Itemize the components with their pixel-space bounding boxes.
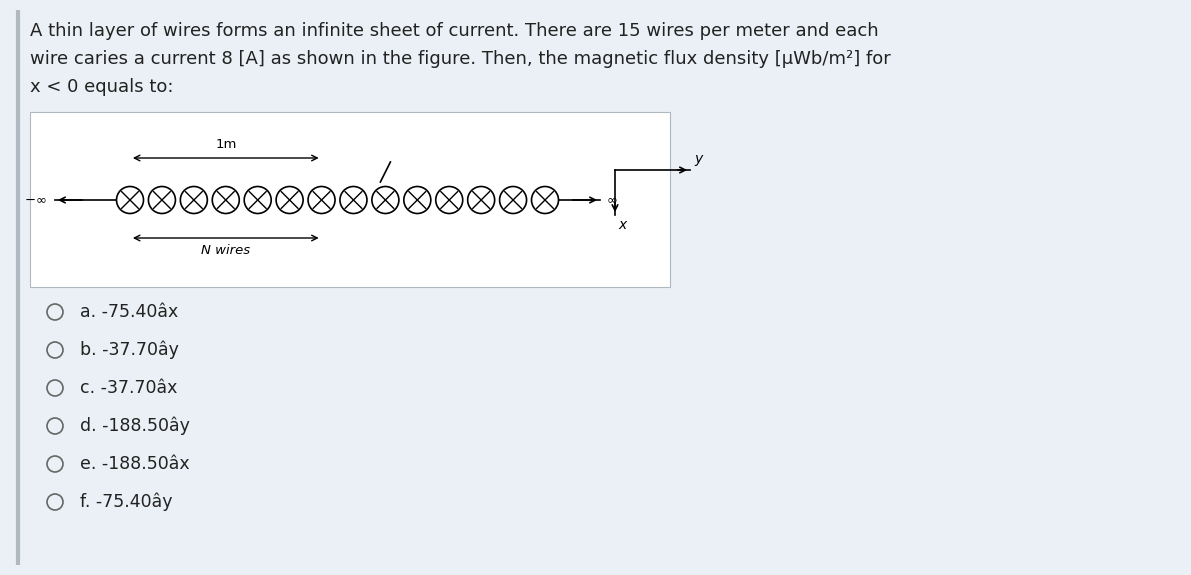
Text: 1m: 1m [216, 138, 237, 151]
Circle shape [46, 456, 63, 472]
Text: y: y [694, 152, 703, 166]
Circle shape [436, 186, 463, 213]
Circle shape [404, 186, 431, 213]
Circle shape [499, 186, 526, 213]
Circle shape [46, 494, 63, 510]
Text: x < 0 equals to:: x < 0 equals to: [30, 78, 174, 96]
Circle shape [339, 186, 367, 213]
Text: f. -75.40ây: f. -75.40ây [80, 493, 173, 511]
Circle shape [531, 186, 559, 213]
Text: wire caries a current 8 [A] as shown in the figure. Then, the magnetic flux dens: wire caries a current 8 [A] as shown in … [30, 50, 891, 68]
Text: d. -188.50ây: d. -188.50ây [80, 417, 189, 435]
Text: x: x [618, 218, 626, 232]
Circle shape [468, 186, 494, 213]
Circle shape [180, 186, 207, 213]
Circle shape [308, 186, 335, 213]
Circle shape [149, 186, 175, 213]
Text: A thin layer of wires forms an infinite sheet of current. There are 15 wires per: A thin layer of wires forms an infinite … [30, 22, 879, 40]
Circle shape [276, 186, 304, 213]
Text: N wires: N wires [201, 244, 250, 257]
Text: e. -188.50âx: e. -188.50âx [80, 455, 189, 473]
Text: c. -37.70âx: c. -37.70âx [80, 379, 177, 397]
Circle shape [46, 304, 63, 320]
Circle shape [46, 418, 63, 434]
Text: $-\infty$: $-\infty$ [24, 194, 46, 206]
Circle shape [117, 186, 143, 213]
Circle shape [372, 186, 399, 213]
Circle shape [244, 186, 272, 213]
Circle shape [46, 342, 63, 358]
Text: a. -75.40âx: a. -75.40âx [80, 303, 179, 321]
Text: $\infty$: $\infty$ [606, 194, 617, 206]
Circle shape [212, 186, 239, 213]
Circle shape [46, 380, 63, 396]
Text: b. -37.70ây: b. -37.70ây [80, 341, 179, 359]
FancyBboxPatch shape [30, 112, 671, 287]
